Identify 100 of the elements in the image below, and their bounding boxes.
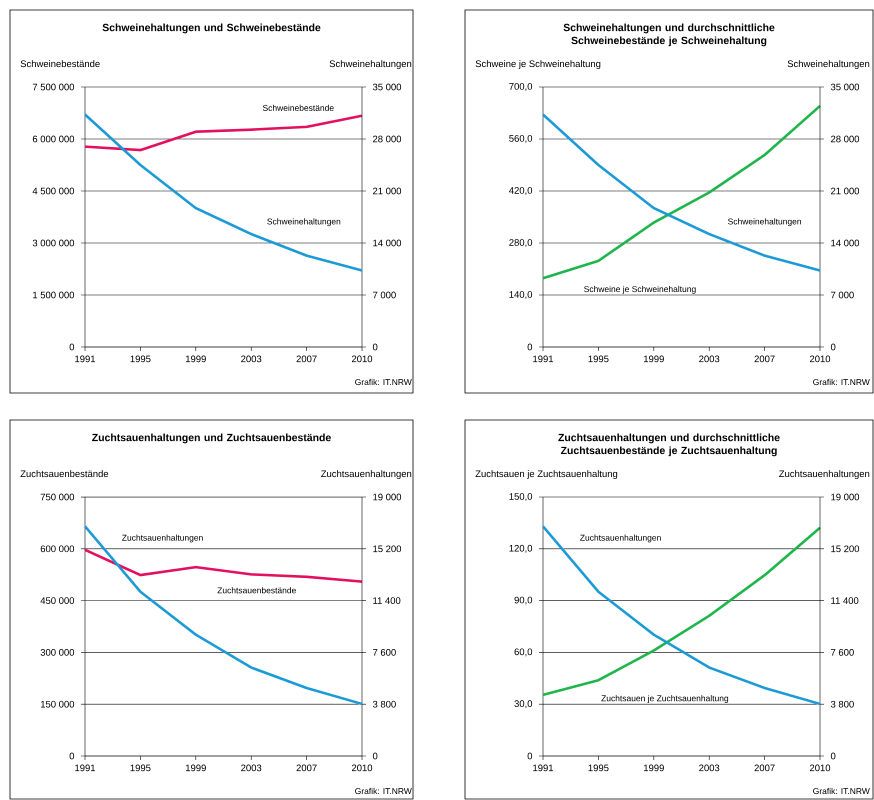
y2-tick-label: 7 600 [373,649,396,656]
y2-tick-label: 21 000 [372,188,402,194]
y2-tick-label: 28 000 [831,136,860,142]
x-tick-label: 1991 [533,764,554,772]
y2-tick-label: 15 200 [373,545,402,552]
x-tick-label: 2003 [241,764,262,772]
x-tick-label: 1991 [533,356,554,362]
y2-tick-label: 7 000 [373,292,396,298]
x-tick-label: 1999 [644,356,664,362]
y2-tick-label: 35 000 [830,84,860,90]
y2-tick-label: 0 [830,344,836,350]
y2-tick-label: 21 000 [831,188,860,194]
y-tick-label: 300 000 [40,649,74,656]
series-label: Schweinehaltungen [728,218,801,226]
x-tick-label: 2010 [810,764,830,772]
x-tick-label: 1995 [588,764,609,772]
chart-title: Zuchtsauenhaltungen und Zuchtsauenbestände [92,434,331,444]
y-tick-label: 30,0 [514,700,532,708]
y2-tick-label: 11 400 [831,597,858,604]
y-tick-label: 450 000 [40,597,74,604]
text: Zuchtsauenhaltungen [580,534,661,542]
text: Grafik: IT.NRW [355,378,412,386]
x-tick-label: 1991 [75,356,96,362]
text: Zuchtsauenhaltungen [122,534,203,542]
chart-title: Schweinehaltungen und durchschnittliche Schweinebestände je Schweinehaltung [564,24,774,46]
series-label: Zuchtsauenbestände [217,587,296,594]
text: Grafik: IT.NRW [813,378,870,386]
y-tick-label: 3 000 000 [32,240,74,246]
y2-axis-title: Zuchtsauenhaltungen [779,470,870,479]
y-tick-label: 60,0 [514,648,532,656]
y-axis-title: Zuchtsauenbestände [20,470,108,478]
y2-tick-label: 28 000 [372,136,402,142]
y-tick-label: 0 [70,752,74,760]
x-tick-label: 1995 [130,356,151,362]
series-label: Zuchtsauen je Zuchtsauenhaltung [601,695,728,703]
x-tick-label: 2007 [296,356,317,362]
y2-tick-label: 0 [372,344,378,350]
y-tick-label: 0 [528,752,532,760]
y-axis-title: Schweinebestände [20,60,100,68]
y-tick-label: 280,0 [509,239,532,247]
y2-tick-label: 19 000 [373,494,402,500]
y2-tick-label: 3 800 [830,700,854,708]
y2-tick-label: 7 600 [831,649,854,656]
y-tick-label: 0 [528,344,532,350]
y2-tick-label: 3 800 [372,700,396,708]
x-tick-label: 1995 [130,764,151,772]
y-tick-label: 120,0 [510,544,532,553]
x-tick-label: 2010 [352,764,372,772]
text: Schweine je Schweinehaltung [584,286,696,294]
y-tick-label: 750 000 [40,494,74,500]
y2-tick-label: 0 [830,752,836,760]
x-tick-label: 2010 [352,356,372,362]
x-tick-label: 1999 [186,764,206,772]
y2-axis-title: Schweinehaltungen [788,60,870,69]
y-tick-label: 0 [70,344,74,350]
line-series [84,525,364,706]
y-tick-label: 4 500 000 [32,188,74,194]
x-tick-label: 2010 [810,356,830,362]
y-tick-label: 7 500 000 [32,84,74,90]
y-tick-label: 6 000 000 [32,136,74,142]
x-tick-label: 2003 [699,356,720,362]
y2-tick-label: 14 000 [373,240,402,246]
x-tick-label: 1999 [186,356,206,362]
y2-tick-label: 19 000 [831,494,860,500]
x-tick-label: 2003 [699,764,720,772]
y-tick-label: 150 000 [40,700,74,708]
y-tick-label: 700,0 [509,83,532,91]
x-tick-label: 1995 [588,356,609,362]
y2-tick-label: 7 000 [831,292,854,298]
x-tick-label: 1999 [644,764,664,772]
x-tick-label: 2007 [296,764,317,772]
y2-axis-title: Zuchtsauenhaltungen [321,470,412,479]
line-series [84,548,364,583]
y-tick-label: 90,0 [514,596,532,605]
y-tick-label: 600 000 [40,545,74,552]
y-axis-title: Schweine je Schweinehaltung [476,60,600,69]
x-tick-label: 2007 [754,764,775,772]
x-tick-label: 2003 [241,356,262,362]
text: Grafik: IT.NRW [813,788,870,794]
series-label: Schweinebestände [262,104,334,111]
x-tick-label: 1991 [75,764,96,772]
chart-title: Zuchtsauenhaltungen und durchschnittliche Zuchtsauenbestände je Zuchtsauenhaltung [558,434,780,456]
y2-tick-label: 0 [372,752,378,760]
y-tick-label: 140,0 [510,291,532,299]
line-series [84,113,364,272]
y-axis-title: Zuchtsauen je Zuchtsauenhaltung [476,470,618,479]
series-label: Schweinehaltungen [267,218,340,226]
y-tick-label: 560,0 [509,135,532,143]
y2-tick-label: 11 400 [373,597,400,604]
y2-tick-label: 35 000 [372,84,402,90]
y2-axis-title: Schweinehaltungen [330,60,412,69]
line-series [84,114,364,152]
y-tick-label: 150,0 [510,493,532,501]
y-tick-label: 1 500 000 [33,292,74,298]
y-tick-label: 420,0 [509,187,532,195]
y2-tick-label: 14 000 [831,240,860,246]
x-tick-label: 2007 [754,356,775,362]
text: Grafik: IT.NRW [355,788,412,794]
chart-title: Schweinehaltungen und Schweinebestände [102,24,320,34]
y2-tick-label: 15 200 [831,545,860,552]
